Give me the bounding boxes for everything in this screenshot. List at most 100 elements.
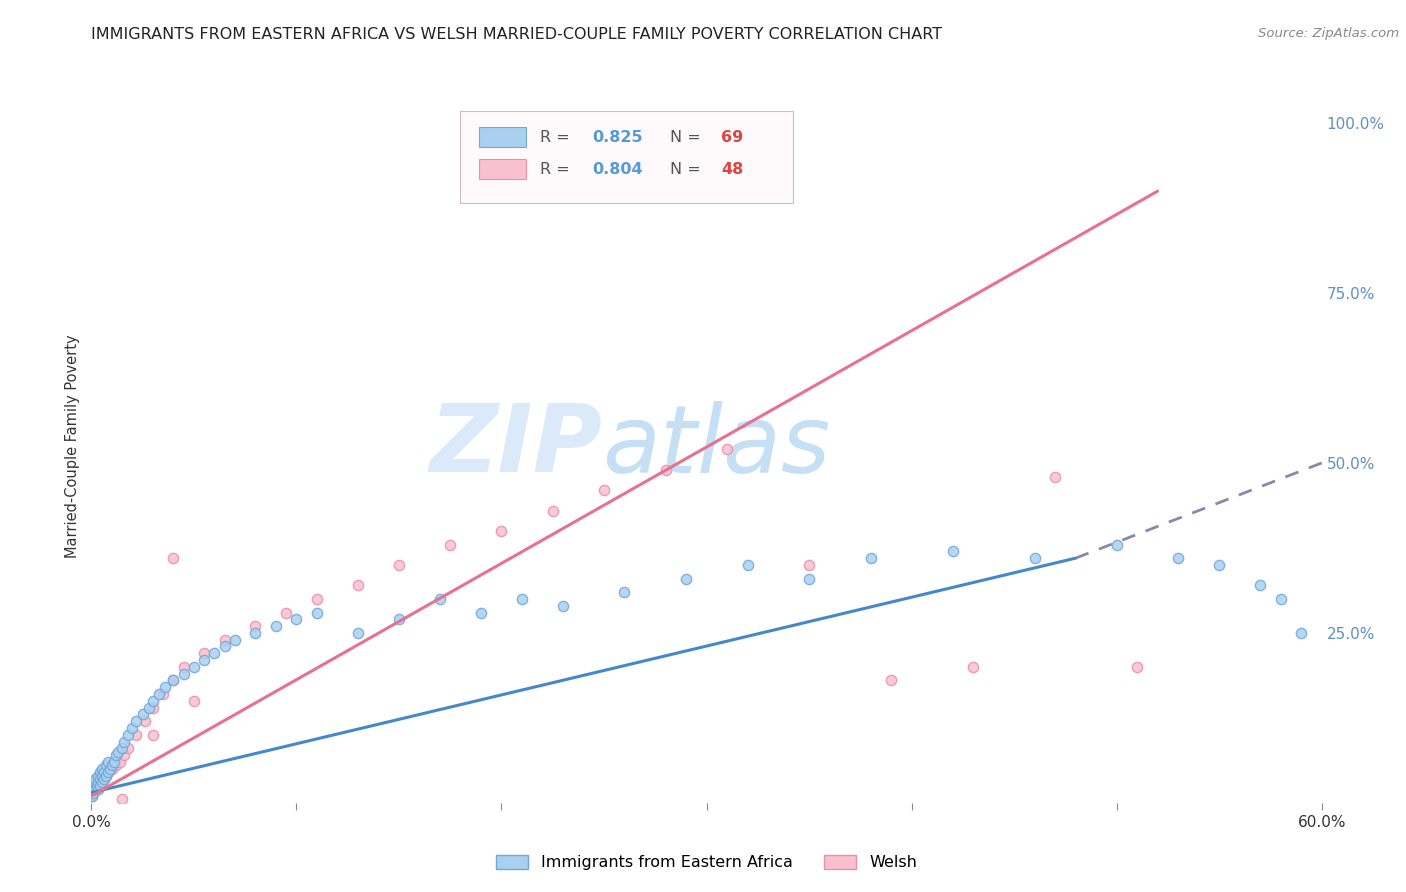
Point — [82, 789, 104, 803]
Point — [551, 599, 574, 613]
Point — [83, 782, 105, 797]
Point — [183, 694, 205, 708]
Point — [84, 775, 107, 789]
Point — [86, 775, 108, 789]
Point — [1043, 469, 1066, 483]
Text: atlas: atlas — [602, 401, 830, 491]
Point — [90, 775, 112, 789]
Point — [86, 779, 108, 793]
Point — [89, 779, 111, 793]
Point — [162, 673, 184, 688]
Point — [86, 782, 108, 797]
Point — [138, 700, 160, 714]
Text: R =: R = — [540, 161, 575, 177]
Point — [388, 558, 411, 572]
Point — [1208, 558, 1230, 572]
Point — [1249, 578, 1271, 592]
FancyBboxPatch shape — [479, 127, 526, 147]
Point — [93, 765, 115, 780]
Point — [347, 626, 370, 640]
Point — [880, 673, 903, 688]
Point — [111, 792, 134, 806]
Text: IMMIGRANTS FROM EASTERN AFRICA VS WELSH MARRIED-COUPLE FAMILY POVERTY CORRELATIO: IMMIGRANTS FROM EASTERN AFRICA VS WELSH … — [91, 27, 942, 42]
Point — [131, 707, 153, 722]
Point — [89, 765, 111, 780]
Point — [105, 748, 127, 763]
Point — [1167, 551, 1189, 566]
Point — [94, 758, 117, 772]
Point — [86, 775, 108, 789]
Point — [101, 762, 124, 776]
Point — [117, 728, 139, 742]
Point — [90, 769, 112, 783]
Point — [716, 442, 738, 457]
Point — [82, 789, 104, 803]
Point — [89, 772, 111, 786]
Text: Source: ZipAtlas.com: Source: ZipAtlas.com — [1258, 27, 1399, 40]
Point — [84, 772, 107, 786]
Point — [388, 612, 411, 626]
Point — [82, 786, 104, 800]
Point — [112, 748, 135, 763]
Point — [84, 782, 107, 797]
Point — [737, 558, 759, 572]
Point — [97, 765, 120, 780]
Point — [214, 640, 236, 654]
Point — [121, 721, 143, 735]
Point — [1105, 537, 1128, 551]
Point — [470, 606, 492, 620]
Point — [152, 687, 174, 701]
Point — [89, 772, 111, 786]
Point — [491, 524, 513, 538]
Point — [613, 585, 636, 599]
Point — [101, 758, 124, 772]
Point — [305, 591, 328, 606]
Point — [797, 572, 820, 586]
Point — [962, 660, 984, 674]
Point — [593, 483, 616, 498]
Point — [82, 779, 104, 793]
Point — [1024, 551, 1046, 566]
Y-axis label: Married-Couple Family Poverty: Married-Couple Family Poverty — [65, 334, 80, 558]
Point — [510, 591, 533, 606]
Point — [97, 765, 120, 780]
Point — [1270, 591, 1292, 606]
Point — [86, 782, 108, 797]
Point — [142, 728, 165, 742]
Point — [112, 734, 135, 748]
Point — [193, 646, 215, 660]
Point — [83, 779, 105, 793]
Point — [859, 551, 882, 566]
Point — [90, 775, 112, 789]
Point — [276, 606, 298, 620]
Point — [245, 619, 267, 633]
Point — [797, 558, 820, 572]
Text: R =: R = — [540, 129, 575, 145]
Text: 48: 48 — [721, 161, 744, 177]
Point — [125, 714, 148, 729]
Point — [214, 632, 236, 647]
Text: N =: N = — [669, 161, 706, 177]
Point — [439, 537, 461, 551]
Point — [541, 503, 564, 517]
Point — [93, 772, 115, 786]
Point — [98, 762, 121, 776]
Legend: Immigrants from Eastern Africa, Welsh: Immigrants from Eastern Africa, Welsh — [489, 848, 924, 877]
Point — [90, 769, 112, 783]
Point — [429, 591, 451, 606]
Point — [162, 551, 184, 566]
Point — [94, 769, 117, 783]
Point — [942, 544, 965, 558]
Point — [83, 782, 105, 797]
Point — [173, 666, 195, 681]
Point — [285, 612, 308, 626]
Text: 0.825: 0.825 — [592, 129, 643, 145]
Point — [89, 779, 111, 793]
Point — [97, 755, 120, 769]
Point — [675, 572, 697, 586]
Text: 0.804: 0.804 — [592, 161, 643, 177]
Point — [142, 700, 165, 714]
Point — [111, 741, 134, 756]
Text: 69: 69 — [721, 129, 744, 145]
Point — [1289, 626, 1312, 640]
